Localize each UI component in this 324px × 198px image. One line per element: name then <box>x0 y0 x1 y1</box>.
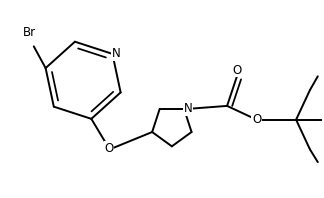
Text: O: O <box>104 142 114 155</box>
Text: O: O <box>232 64 242 77</box>
Text: N: N <box>112 47 121 60</box>
Text: O: O <box>252 113 261 126</box>
Text: Br: Br <box>23 27 36 39</box>
Text: N: N <box>184 102 192 115</box>
